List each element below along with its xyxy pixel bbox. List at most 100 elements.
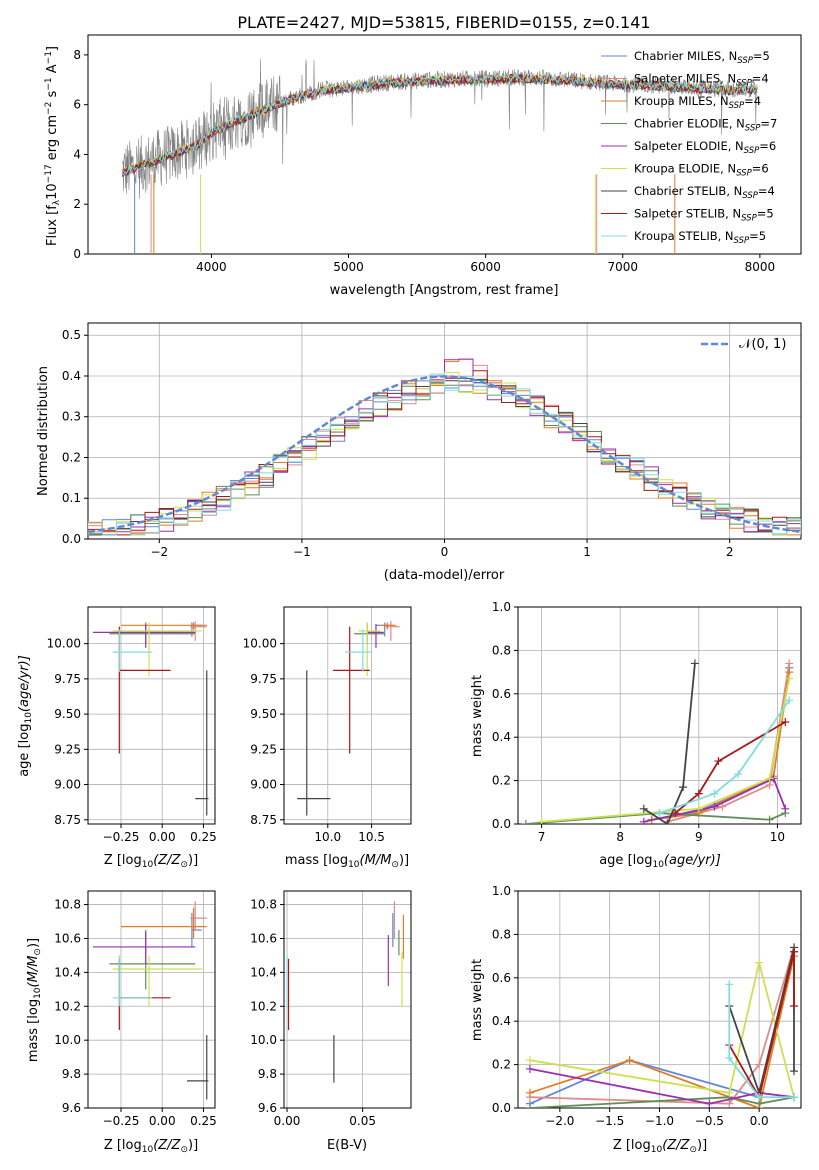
weight-marker-8 <box>755 1093 764 1102</box>
y-tick-label: 0.0 <box>492 817 511 831</box>
y-tick-label: 4 <box>73 147 81 161</box>
x-tick-label: −1.5 <box>595 1114 624 1128</box>
x-tick-label: 5000 <box>333 260 364 274</box>
weight-marker-5 <box>537 817 546 824</box>
spectrum-y-label: Flux [fλ10−17 erg cm−2 s−1 A−1] <box>44 46 62 246</box>
y-tick-label: 0.4 <box>492 730 511 744</box>
legend-label-5: Kroupa ELODIE, NSSP=6 <box>634 162 769 179</box>
y-tick-label: 0.2 <box>492 774 511 788</box>
x-tick-label: −1.0 <box>645 1114 674 1128</box>
x-tick-label: 6000 <box>470 260 501 274</box>
weight-marker-1 <box>785 659 794 668</box>
y-tick-label: 10.4 <box>54 965 81 979</box>
y-tick-label: 0.5 <box>62 328 81 342</box>
mass-weight-vs-Z-panel: −2.0 −1.5 −1.0 −0.5 0.0 0.0 0.2 0.4 0.6 0.8 1.0 <box>492 884 802 1128</box>
y-tick-label: 0.4 <box>62 369 81 383</box>
y-tick-label: 9.8 <box>258 1067 277 1081</box>
weight-marker-4 <box>710 802 719 811</box>
y-tick-label: 10.2 <box>54 999 81 1013</box>
weight-marker-5 <box>755 958 764 967</box>
plot-area <box>92 621 209 816</box>
spectrum-x-label: wavelength [Angstrom, rest frame] <box>330 283 559 298</box>
x-tick-label: 10.0 <box>314 830 341 844</box>
spectrum-panel: 4000 5000 6000 7000 8000 0 2 4 6 8 wavelength [A… <box>44 34 802 298</box>
x-tick-label: −0.5 <box>695 1114 724 1128</box>
weight-marker-3 <box>525 1104 534 1108</box>
weight-marker-8 <box>725 1054 734 1063</box>
plot-area <box>525 943 799 1108</box>
y-tick-label: 10.4 <box>250 965 277 979</box>
x-tick-label: 8 <box>616 830 624 844</box>
x-tick-label: 1 <box>583 545 591 559</box>
y-tick-label: 0 <box>73 247 81 261</box>
x-tick-label: −0.25 <box>103 1114 140 1128</box>
normal-legend-label: 𝒩(0, 1) <box>739 337 786 352</box>
y-tick-label: 10.0 <box>54 1033 81 1047</box>
weight-marker-8 <box>790 1093 799 1102</box>
y-tick-label: 10.6 <box>250 931 277 945</box>
weight-marker-1 <box>755 1060 764 1069</box>
residuals-legend: 𝒩(0, 1) <box>701 337 786 352</box>
y-tick-label: 9.75 <box>54 672 81 686</box>
plot-area <box>297 621 400 816</box>
y-tick-label: 0.8 <box>492 643 511 657</box>
y-tick-label: 2 <box>73 197 81 211</box>
x-tick-label: 7 <box>538 830 546 844</box>
y-tick-label: 6 <box>73 98 81 112</box>
weight-line-7 <box>728 951 795 1100</box>
weight-marker-6 <box>690 659 699 668</box>
mass-weight-vs-Z-x-label: Z [log10(Z/Z⊙)] <box>613 1138 707 1155</box>
y-tick-label: 9.25 <box>54 742 81 756</box>
weight-marker-7 <box>790 1002 799 1011</box>
weight-marker-7 <box>714 757 723 766</box>
weight-line-8 <box>659 699 790 814</box>
y-tick-label: 1.0 <box>492 884 511 898</box>
mass-vs-EBV-x-label: E(B-V) <box>327 1138 367 1153</box>
y-tick-label: 0.1 <box>62 491 81 505</box>
y-tick-label: 9.25 <box>250 742 277 756</box>
spectrum-x-ticks: 4000 5000 6000 7000 8000 <box>196 254 775 274</box>
x-tick-label: 0 <box>441 545 449 559</box>
weight-line-5 <box>529 962 795 1098</box>
y-tick-label: 0.6 <box>492 687 511 701</box>
y-tick-label: 10.00 <box>47 637 81 651</box>
residuals-ticks: −2 −1 0 1 2 0.0 0.1 0.2 0.3 0.4 0.5 <box>62 328 734 559</box>
weight-line-3 <box>525 812 786 824</box>
weight-marker-7 <box>790 947 799 956</box>
spectrum-curves <box>121 58 758 254</box>
figure-title: PLATE=2427, MJD=53815, FIBERID=0155, z=0… <box>237 13 650 32</box>
plot-area <box>521 659 794 824</box>
residuals-x-label: (data-model)/error <box>384 568 505 583</box>
x-tick-label: 4000 <box>196 260 227 274</box>
y-tick-label: 10.0 <box>250 1033 277 1047</box>
weight-marker-7 <box>781 718 790 727</box>
weight-marker-6 <box>679 783 688 792</box>
legend-label-6: Chabrier STELIB, NSSP=4 <box>634 184 775 201</box>
weight-marker-4 <box>525 1064 534 1073</box>
weight-marker-5 <box>525 1056 534 1065</box>
weight-marker-2 <box>525 1088 534 1097</box>
weight-marker-8 <box>734 770 743 779</box>
y-tick-label: 8.75 <box>54 813 81 827</box>
weight-marker-8 <box>725 980 734 989</box>
residual-histogram-8 <box>88 373 801 536</box>
x-tick-label: 0.0 <box>750 1114 769 1128</box>
normal-curve <box>88 375 801 534</box>
y-tick-label: 8 <box>73 48 81 62</box>
weight-marker-5 <box>725 1088 734 1097</box>
y-tick-label: 0.3 <box>62 410 81 424</box>
y-tick-label: 10.2 <box>250 999 277 1013</box>
age-vs-Z-panel: −0.25 0.00 0.25 8.75 9.00 9.25 9.50 9.75 10.00 <box>47 606 217 844</box>
y-tick-label: 0.0 <box>62 532 81 546</box>
weight-marker-5 <box>694 804 703 813</box>
mass-weight-vs-age-x-label: age [log10(age/yr)] <box>599 853 721 870</box>
y-tick-label: 9.50 <box>250 707 277 721</box>
plot-area <box>286 901 405 1083</box>
axes-frame <box>283 606 412 825</box>
axes-frame <box>87 606 216 825</box>
y-tick-label: 9.8 <box>62 1067 81 1081</box>
mass-weight-vs-Z-y-label: mass weight <box>470 959 485 1041</box>
y-tick-label: 8.75 <box>250 813 277 827</box>
x-tick-label: −2 <box>150 545 168 559</box>
